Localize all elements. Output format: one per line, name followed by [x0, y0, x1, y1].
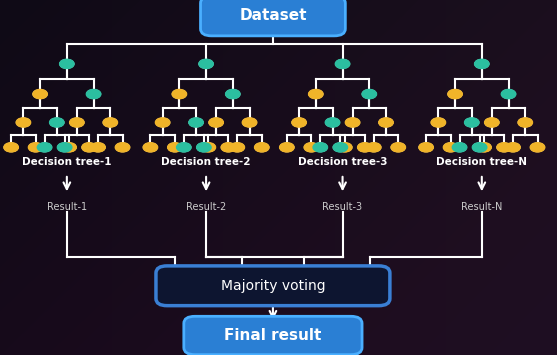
Circle shape [304, 143, 319, 152]
Circle shape [475, 59, 489, 69]
Circle shape [501, 89, 516, 99]
Circle shape [37, 143, 52, 152]
Circle shape [33, 89, 47, 99]
Circle shape [313, 143, 328, 152]
Circle shape [255, 143, 269, 152]
Text: Decision tree-2: Decision tree-2 [162, 157, 251, 166]
Circle shape [497, 143, 511, 152]
Circle shape [452, 143, 467, 152]
Circle shape [506, 143, 520, 152]
Circle shape [518, 118, 532, 127]
Circle shape [335, 59, 350, 69]
Circle shape [199, 59, 213, 69]
Circle shape [280, 143, 294, 152]
Circle shape [362, 89, 377, 99]
Circle shape [242, 118, 257, 127]
Text: Result-N: Result-N [461, 202, 502, 212]
Text: Final result: Final result [224, 328, 321, 343]
Circle shape [155, 118, 170, 127]
Circle shape [443, 143, 458, 152]
Circle shape [82, 143, 96, 152]
FancyBboxPatch shape [156, 266, 390, 306]
Circle shape [209, 118, 223, 127]
Circle shape [189, 118, 203, 127]
Circle shape [333, 143, 348, 152]
Circle shape [168, 143, 182, 152]
Text: Result-3: Result-3 [323, 202, 363, 212]
Circle shape [16, 118, 31, 127]
Circle shape [230, 143, 245, 152]
Circle shape [391, 143, 405, 152]
Circle shape [472, 143, 487, 152]
Circle shape [57, 143, 72, 152]
Circle shape [201, 143, 216, 152]
Text: Decision tree-1: Decision tree-1 [22, 157, 111, 166]
Circle shape [115, 143, 130, 152]
Circle shape [448, 89, 462, 99]
Circle shape [143, 143, 158, 152]
Circle shape [60, 59, 74, 69]
Circle shape [172, 89, 187, 99]
Circle shape [325, 118, 340, 127]
Circle shape [419, 143, 433, 152]
Circle shape [28, 143, 43, 152]
Text: Majority voting: Majority voting [221, 279, 325, 293]
Circle shape [177, 143, 191, 152]
Circle shape [221, 143, 236, 152]
Circle shape [465, 118, 479, 127]
Circle shape [309, 89, 323, 99]
Circle shape [367, 143, 381, 152]
Circle shape [431, 118, 446, 127]
Text: Decision tree-N: Decision tree-N [436, 157, 527, 166]
Circle shape [86, 89, 101, 99]
Circle shape [62, 143, 76, 152]
Circle shape [50, 118, 64, 127]
Circle shape [103, 118, 118, 127]
Text: Result-1: Result-1 [47, 202, 87, 212]
FancyBboxPatch shape [184, 316, 362, 355]
Circle shape [358, 143, 372, 152]
Circle shape [345, 118, 360, 127]
Circle shape [226, 89, 240, 99]
Circle shape [70, 118, 84, 127]
Circle shape [530, 143, 545, 152]
Circle shape [4, 143, 18, 152]
Text: Decision tree-3: Decision tree-3 [298, 157, 387, 166]
Text: Result-2: Result-2 [186, 202, 226, 212]
Text: Dataset: Dataset [239, 9, 307, 23]
Circle shape [485, 118, 499, 127]
Circle shape [91, 143, 105, 152]
Circle shape [477, 143, 491, 152]
FancyBboxPatch shape [201, 0, 345, 36]
Circle shape [292, 118, 306, 127]
Circle shape [338, 143, 352, 152]
Circle shape [197, 143, 211, 152]
Circle shape [379, 118, 393, 127]
